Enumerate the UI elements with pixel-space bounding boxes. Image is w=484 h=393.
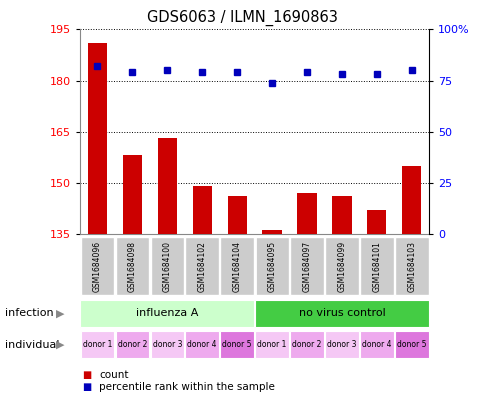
Text: GSM1684095: GSM1684095: [267, 241, 276, 292]
Bar: [297, 193, 316, 234]
Text: infection: infection: [5, 309, 53, 318]
Bar: [394, 331, 428, 358]
Bar: [324, 237, 358, 296]
Text: influenza A: influenza A: [136, 309, 198, 318]
Text: GSM1684097: GSM1684097: [302, 241, 311, 292]
Bar: [115, 237, 149, 296]
Text: donor 3: donor 3: [152, 340, 182, 349]
Bar: [88, 43, 107, 234]
Text: GSM1684100: GSM1684100: [163, 241, 171, 292]
Text: GDS6063 / ILMN_1690863: GDS6063 / ILMN_1690863: [147, 10, 337, 26]
Text: individual: individual: [5, 340, 59, 350]
Bar: [359, 237, 393, 296]
Text: donor 1: donor 1: [83, 340, 112, 349]
Text: GSM1684101: GSM1684101: [372, 241, 380, 292]
Text: GSM1684102: GSM1684102: [197, 241, 206, 292]
Bar: [122, 156, 142, 234]
Bar: [115, 331, 149, 358]
Text: GSM1684096: GSM1684096: [93, 241, 102, 292]
Bar: [262, 230, 281, 234]
Text: donor 3: donor 3: [327, 340, 356, 349]
Text: GSM1684099: GSM1684099: [337, 241, 346, 292]
Bar: [289, 331, 323, 358]
Bar: [324, 331, 358, 358]
Bar: [185, 237, 219, 296]
Bar: [220, 237, 254, 296]
Text: donor 4: donor 4: [362, 340, 391, 349]
Bar: [255, 237, 288, 296]
Bar: [289, 237, 323, 296]
Text: GSM1684103: GSM1684103: [407, 241, 415, 292]
Text: GSM1684104: GSM1684104: [232, 241, 241, 292]
Text: donor 2: donor 2: [292, 340, 321, 349]
Bar: [366, 210, 386, 234]
Bar: [80, 300, 254, 327]
Bar: [359, 331, 393, 358]
Bar: [332, 196, 351, 234]
Bar: [227, 196, 246, 234]
Bar: [192, 186, 212, 234]
Text: no virus control: no virus control: [298, 309, 384, 318]
Text: ▶: ▶: [56, 309, 64, 318]
Text: ■: ■: [82, 370, 91, 380]
Text: donor 1: donor 1: [257, 340, 286, 349]
Bar: [401, 166, 421, 234]
Bar: [255, 331, 288, 358]
Bar: [150, 237, 184, 296]
Bar: [394, 237, 428, 296]
Bar: [185, 331, 219, 358]
Text: ■: ■: [82, 382, 91, 392]
Bar: [220, 331, 254, 358]
Text: donor 4: donor 4: [187, 340, 216, 349]
Text: GSM1684098: GSM1684098: [128, 241, 136, 292]
Text: percentile rank within the sample: percentile rank within the sample: [99, 382, 275, 392]
Bar: [157, 138, 177, 234]
Text: count: count: [99, 370, 129, 380]
Text: donor 5: donor 5: [222, 340, 251, 349]
Bar: [150, 331, 184, 358]
Text: ▶: ▶: [56, 340, 64, 350]
Bar: [80, 331, 114, 358]
Bar: [80, 237, 114, 296]
Text: donor 2: donor 2: [118, 340, 147, 349]
Bar: [255, 300, 428, 327]
Text: donor 5: donor 5: [396, 340, 425, 349]
